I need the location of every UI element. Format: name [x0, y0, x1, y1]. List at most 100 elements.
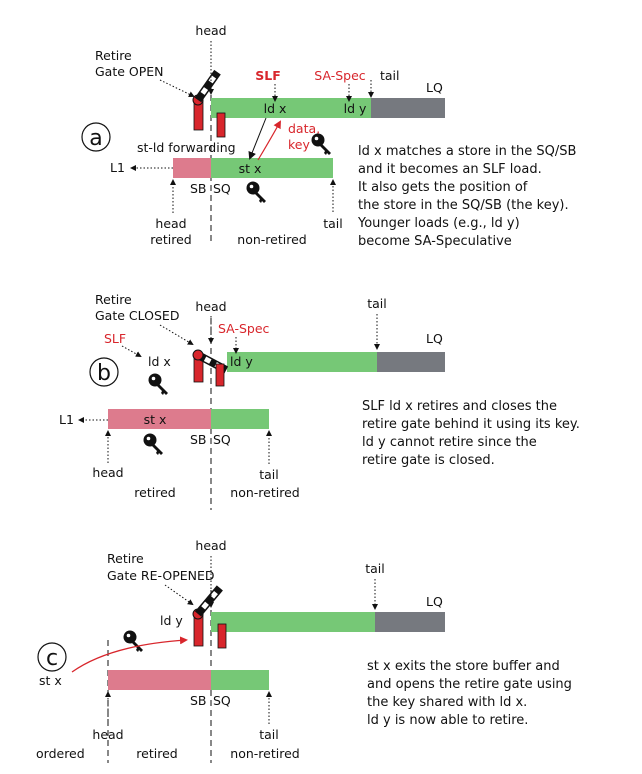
panel-c-badge: [37, 642, 67, 672]
sq-bar: [211, 409, 269, 429]
retire-label: Retire: [95, 292, 132, 307]
head-label: head: [195, 538, 226, 553]
panel-c-description: st x exits the store buffer and and open…: [367, 659, 572, 728]
sb-label: SB: [190, 693, 207, 708]
sq-label: SQ: [213, 693, 231, 708]
ld-x-label: ld x: [148, 354, 171, 369]
svg-text:the store in the SQ/SB (the ke: the store in the SQ/SB (the key).: [358, 198, 569, 213]
panel-a-description: ld x matches a store in the SQ/SB and it…: [357, 144, 576, 249]
st-x-label: st x: [144, 412, 167, 427]
ld-y-label: ld y: [160, 613, 183, 628]
sq-label: SQ: [213, 432, 231, 447]
lq-bar-gray: [377, 352, 445, 372]
panel-a-badge: [81, 122, 111, 152]
head-label: head: [195, 23, 226, 38]
head-label: head: [195, 299, 226, 314]
tail-bottom-label: tail: [323, 216, 343, 231]
panel-b-badge: [89, 357, 119, 387]
head-bottom-label: head: [92, 465, 123, 480]
key-label: key: [288, 137, 310, 152]
svg-text:retire gate behind it using it: retire gate behind it using its key.: [362, 417, 580, 432]
gate-icon: [192, 349, 229, 387]
head-bottom-label: head: [155, 216, 186, 231]
st-x-label: st x: [239, 161, 262, 176]
ordered-label: ordered: [36, 746, 85, 761]
ld-y-label: ld y: [230, 354, 253, 369]
gate-icon: [192, 69, 226, 138]
st-x-label: st x: [39, 673, 62, 688]
retire-label: Retire: [95, 48, 132, 63]
sb-label: SB: [190, 181, 207, 196]
svg-text:ld x matches a store in the SQ: ld x matches a store in the SQ/SB: [358, 144, 576, 159]
sq-bar: [211, 158, 333, 178]
tail-top-label: tail: [365, 561, 385, 576]
tail-bottom-label: tail: [259, 727, 279, 742]
panel-a-letter: a: [89, 126, 102, 151]
sb-bar: [108, 670, 211, 690]
svg-text:ld y is now able to retire.: ld y is now able to retire.: [367, 713, 528, 728]
key-icon: [148, 373, 168, 395]
svg-text:st x exits the store buffer an: st x exits the store buffer and: [367, 659, 560, 674]
retired-label: retired: [134, 485, 175, 500]
sq-bar: [211, 670, 269, 690]
non-retired-label: non-retired: [230, 746, 299, 761]
svg-text:ld y cannot retire since the: ld y cannot retire since the: [362, 435, 537, 450]
panel-a: a head Retire Gate OPEN SLF SA-Spec tail…: [81, 23, 576, 249]
svg-text:and it becomes an SLF load.: and it becomes an SLF load.: [358, 162, 542, 177]
tail-bottom-label: tail: [259, 467, 279, 482]
svg-text:retire gate is closed.: retire gate is closed.: [362, 453, 495, 468]
svg-text:become SA-Speculative: become SA-Speculative: [358, 234, 512, 249]
key-icon: [246, 181, 266, 203]
panel-c-letter: c: [46, 646, 58, 671]
lq-bar-gray: [371, 98, 445, 118]
lq-bar-gray: [375, 612, 445, 632]
lq-bar-green: [211, 98, 371, 118]
svg-text:the key shared with ld x.: the key shared with ld x.: [367, 695, 527, 710]
non-retired-label: non-retired: [230, 485, 299, 500]
panel-b-description: SLF ld x retires and closes the retire g…: [362, 399, 580, 468]
data-key-arrow: [257, 120, 281, 161]
lq-bar-green: [211, 612, 375, 632]
sa-spec-label: SA-Spec: [314, 68, 366, 83]
sq-label: SQ: [213, 181, 231, 196]
gate-closed-label: Gate CLOSED: [95, 308, 179, 323]
ld-y-label: ld y: [344, 101, 367, 116]
svg-text:Younger loads (e.g., ld y): Younger loads (e.g., ld y): [357, 216, 520, 231]
gate-reopened-label: Gate RE-OPENED: [107, 568, 215, 583]
sb-label: SB: [190, 432, 207, 447]
key-icon: [143, 433, 163, 455]
svg-text:SLF ld x retires and closes th: SLF ld x retires and closes the: [362, 399, 557, 414]
gate-open-label: Gate OPEN: [95, 64, 164, 79]
head-bottom-label: head: [92, 727, 123, 742]
lq-label: LQ: [426, 80, 443, 95]
svg-text:It also gets the position of: It also gets the position of: [358, 180, 528, 195]
svg-text:and opens the retire gate usin: and opens the retire gate using: [367, 677, 572, 692]
l1-label: L1: [110, 160, 125, 175]
panel-c: c head Retire Gate RE-OPENED tail LQ ld …: [36, 538, 572, 763]
st-ld-forwarding-label: st-ld forwarding: [137, 140, 236, 155]
ld-x-label: ld x: [264, 101, 287, 116]
key-icon: [311, 133, 331, 155]
panel-b-letter: b: [97, 361, 111, 386]
tail-top-label: tail: [367, 296, 387, 311]
sb-bar: [108, 409, 211, 429]
lq-label: LQ: [426, 331, 443, 346]
l1-label: L1: [59, 412, 74, 427]
retire-label: Retire: [107, 551, 144, 566]
panel-b: b Retire Gate CLOSED head tail SLF ld x …: [59, 292, 580, 510]
lq-bar-green: [227, 352, 377, 372]
retired-label: retired: [150, 232, 191, 247]
key-return-arrow: [71, 636, 188, 673]
non-retired-label: non-retired: [237, 232, 306, 247]
slf-label: SLF: [255, 68, 281, 83]
data-label: data,: [288, 121, 320, 136]
sa-spec-label: SA-Spec: [218, 321, 270, 336]
forwarding-arrow: [248, 117, 267, 160]
retired-label: retired: [136, 746, 177, 761]
gate-icon: [192, 585, 227, 649]
tail-top-label: tail: [380, 68, 400, 83]
sb-bar: [173, 158, 211, 178]
slf-label: SLF: [104, 331, 126, 346]
lq-label: LQ: [426, 594, 443, 609]
